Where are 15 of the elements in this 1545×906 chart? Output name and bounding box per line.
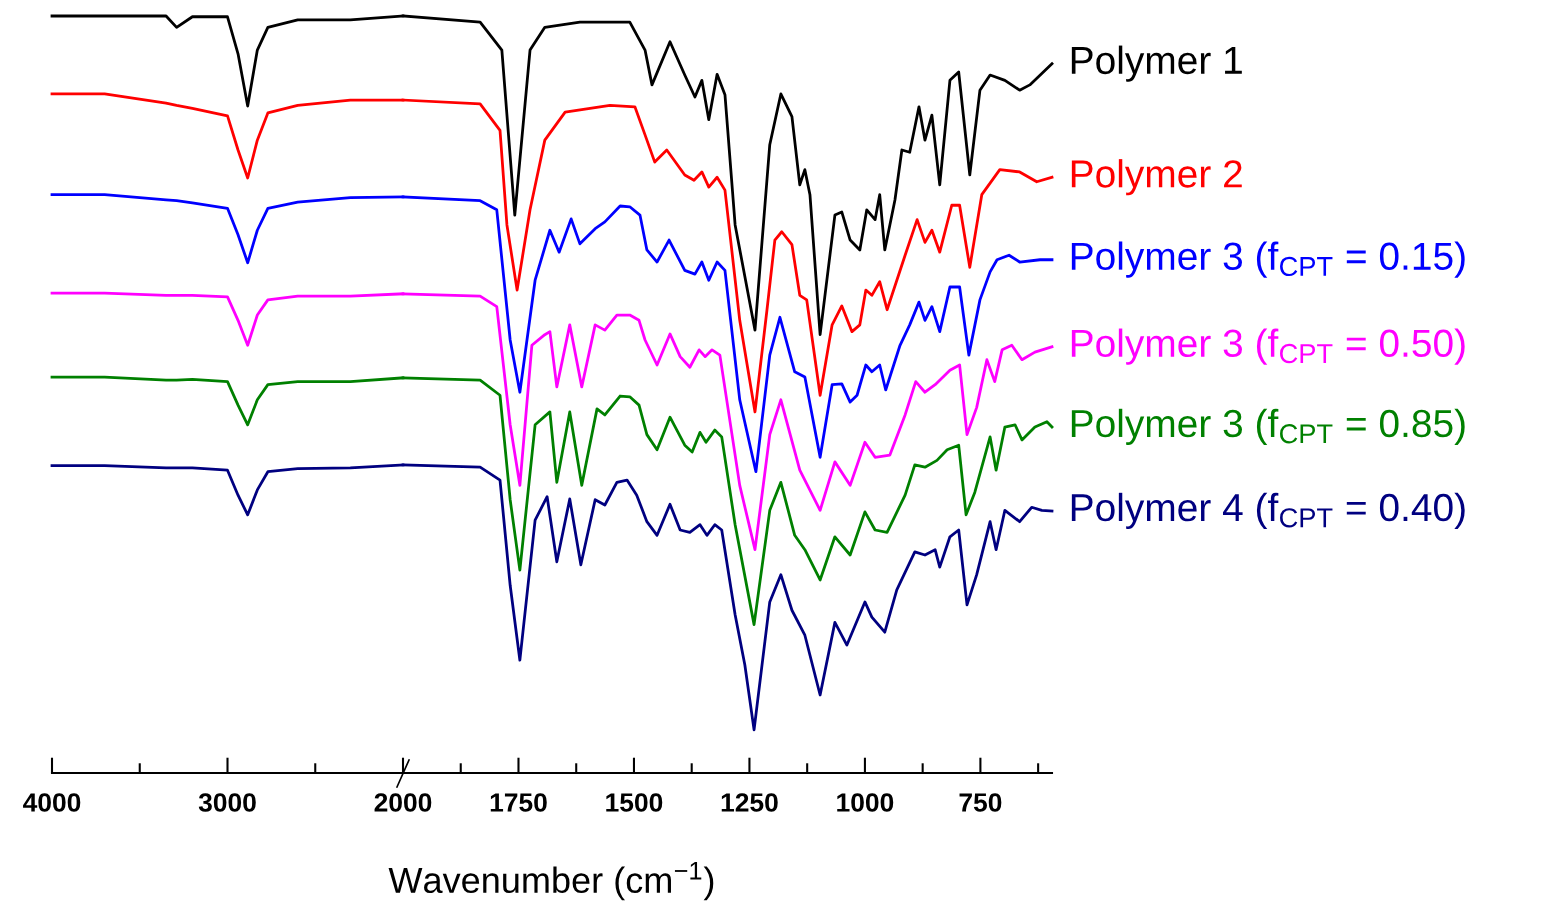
x-tick-label: 750	[959, 793, 1002, 812]
x-tick-label: 1750	[490, 793, 547, 812]
series-label: Polymer 3 (f$_{CPT}$ = 0.15)	[1071, 241, 1465, 278]
x-tick-label: 1500	[606, 793, 663, 812]
series-label: Polymer 2	[1071, 159, 1242, 196]
x-tick-label: 1000	[837, 793, 894, 812]
series-label: Polymer 3 (f$_{CPT}$ = 0.50)	[1071, 328, 1465, 365]
series-label: Polymer 1	[1071, 45, 1242, 82]
x-tick-label: 4000	[23, 793, 81, 812]
x-tick-label: 1250	[721, 793, 778, 812]
series-label: Polymer 3 (f$_{CPT}$ = 0.85)	[1071, 408, 1465, 446]
x-tick-label: 3000	[198, 793, 256, 812]
x-axis-title: Wavenumber (cm$^{−1}$)	[388, 862, 714, 901]
series-label: Polymer 4 (f$_{CPT}$ = 0.40)	[1071, 492, 1465, 530]
x-tick-label: 2000	[374, 793, 432, 812]
